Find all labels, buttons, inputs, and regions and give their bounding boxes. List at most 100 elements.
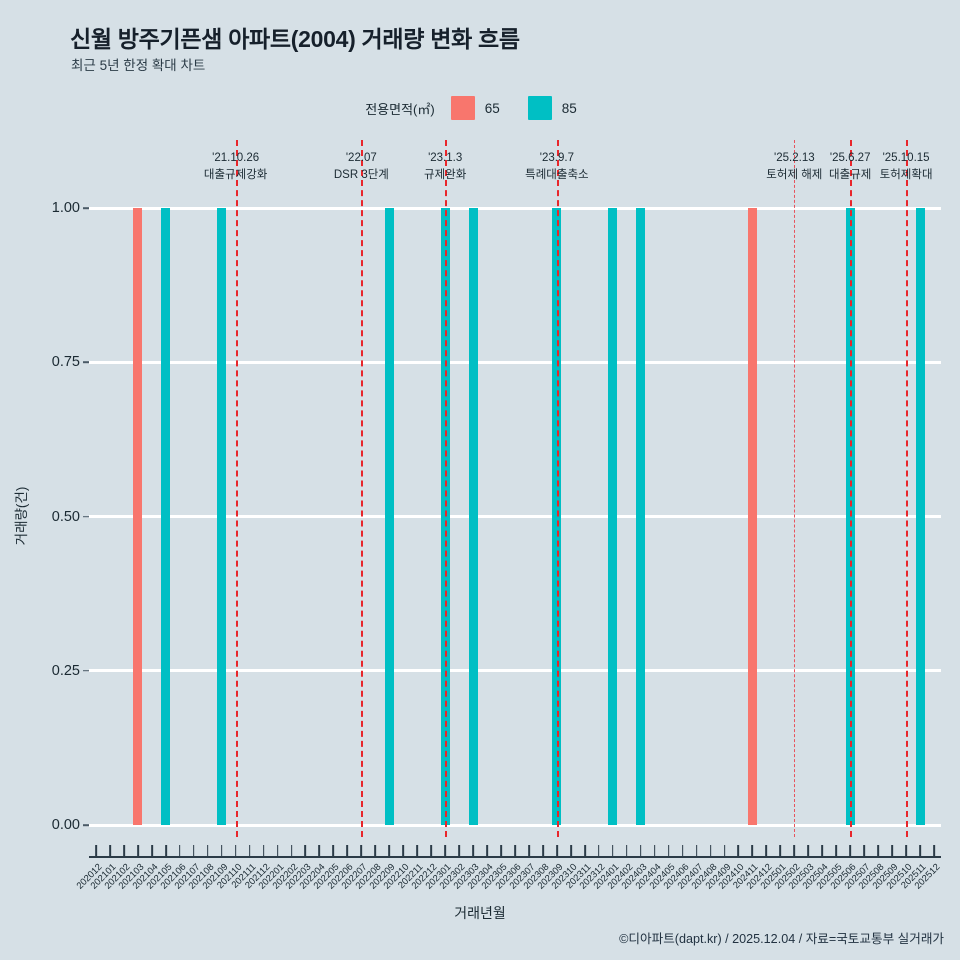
x-axis-tick-mark xyxy=(472,845,474,856)
page-subtitle: 최근 5년 한정 확대 차트 xyxy=(71,58,206,73)
event-text: 대출규제 xyxy=(829,168,872,181)
x-axis-tick-mark xyxy=(276,845,279,856)
event-label-202207: '22.07 DSR 3단계 xyxy=(334,150,389,183)
y-axis-tick-label: 1.00 xyxy=(51,200,80,216)
x-axis-tick-mark xyxy=(835,845,838,856)
y-axis-title: 거래량(건) xyxy=(14,486,29,546)
x-axis-tick-mark xyxy=(793,845,796,856)
x-axis-tick-mark xyxy=(849,845,852,856)
legend-swatch-65 xyxy=(450,96,475,120)
event-date: '22.07 xyxy=(345,152,377,164)
x-axis-tick-mark xyxy=(95,845,97,856)
x-axis-tick-mark xyxy=(430,845,433,856)
x-axis-tick-mark xyxy=(374,845,377,856)
y-axis-tick-mark xyxy=(83,824,89,826)
event-date: '25.2.13 xyxy=(774,152,815,164)
event-label-202506: '25.6.27 대출규제 xyxy=(829,150,871,183)
x-axis-tick-mark xyxy=(486,845,488,856)
bar-202403-85 xyxy=(636,208,646,825)
bar-202401-85 xyxy=(608,208,618,825)
legend-label-65: 65 xyxy=(484,100,500,116)
x-axis-tick-mark xyxy=(262,845,265,856)
event-line-202502 xyxy=(794,140,796,837)
x-axis-tick-mark xyxy=(164,845,167,856)
x-axis-tick-mark xyxy=(206,845,209,856)
y-axis-tick-label: 0.25 xyxy=(51,662,80,679)
x-axis-tick-mark xyxy=(751,845,754,856)
x-axis-tick-mark xyxy=(402,845,405,856)
x-axis-tick-mark xyxy=(807,845,810,856)
x-axis-tick-mark xyxy=(151,845,153,856)
x-axis-tick-mark xyxy=(723,845,726,856)
x-axis-tick-mark xyxy=(514,845,516,856)
event-line-202309 xyxy=(556,140,559,837)
x-axis-tick-mark xyxy=(681,845,684,856)
x-axis-tick-mark xyxy=(542,845,544,856)
bar-202411-65 xyxy=(747,208,757,825)
x-axis-tick-mark xyxy=(178,845,181,856)
y-gridline xyxy=(89,515,941,518)
event-text: 토허제 해제 xyxy=(766,168,823,181)
y-gridline xyxy=(89,669,941,673)
x-axis-tick-mark xyxy=(234,845,237,856)
x-axis-tick-mark xyxy=(779,845,782,856)
legend-title: 전용면적(㎡) xyxy=(365,101,435,117)
x-axis-tick-mark xyxy=(346,845,349,856)
event-text: 토허제확대 xyxy=(879,168,933,181)
x-axis-tick-mark xyxy=(332,845,335,856)
x-axis-tick-mark xyxy=(528,845,530,856)
x-axis-tick-mark xyxy=(444,845,446,856)
x-axis-tick-mark xyxy=(192,845,195,856)
bar-202105-85 xyxy=(161,208,171,825)
event-line-202207 xyxy=(361,140,364,837)
x-axis-tick-mark xyxy=(360,845,363,856)
x-axis-tick-mark xyxy=(625,845,628,856)
x-axis-tick-mark xyxy=(570,845,572,856)
event-label-202510: '25.10.15 토허제확대 xyxy=(880,150,933,183)
x-axis-tick-mark xyxy=(556,845,558,856)
x-axis-tick-mark xyxy=(416,845,419,856)
bar-202303-85 xyxy=(468,208,478,825)
x-axis-tick-mark xyxy=(304,845,307,856)
event-date: '21.10.26 xyxy=(212,152,260,164)
event-date: '25.10.15 xyxy=(882,152,930,164)
y-axis-tick-label: 0.00 xyxy=(51,817,80,833)
legend-swatch-85 xyxy=(527,96,552,120)
x-axis-tick-mark xyxy=(458,845,460,856)
x-axis-tick-mark xyxy=(137,845,139,856)
plot-area: 0.00 0.25 0.50 0.75 1.00 xyxy=(52,140,941,837)
y-axis-tick-mark xyxy=(83,361,89,364)
x-axis-tick-mark xyxy=(667,845,670,856)
x-axis-tick-mark xyxy=(123,845,125,856)
legend-label-85: 85 xyxy=(561,100,577,116)
event-date: '23.9.7 xyxy=(539,152,574,164)
x-axis-tick-mark xyxy=(248,845,251,856)
bar-202511-85 xyxy=(915,208,925,825)
x-axis-line xyxy=(89,856,941,858)
x-axis-tick-mark xyxy=(905,845,907,856)
event-text: 대출규제강화 xyxy=(203,168,268,181)
x-axis-tick-mark xyxy=(737,845,740,856)
event-label-202110: '21.10.26 대출규제강화 xyxy=(204,150,267,183)
chart-legend: 전용면적(㎡) 65 85 xyxy=(0,96,960,120)
x-axis-tick-mark xyxy=(919,845,921,856)
event-text: 규제완화 xyxy=(423,168,467,181)
bar-202209-85 xyxy=(384,208,394,825)
x-axis-tick-mark xyxy=(220,845,223,856)
event-label-202502: '25.2.13 토허제 해제 xyxy=(766,150,822,183)
x-axis-tick-mark xyxy=(765,845,768,856)
x-axis-title: 거래년월 xyxy=(454,905,506,921)
x-axis-tick-mark xyxy=(891,845,893,856)
x-axis-tick-mark xyxy=(290,845,293,856)
x-axis-tick-mark xyxy=(597,845,600,856)
event-text: DSR 3단계 xyxy=(333,168,389,181)
x-axis-tick-mark xyxy=(109,845,111,856)
event-line-202510 xyxy=(906,140,909,837)
page-title: 신월 방주기픈샘 아파트(2004) 거래량 변화 흐름 xyxy=(70,26,520,52)
x-axis-tick-mark xyxy=(863,845,866,856)
y-axis-tick-mark xyxy=(83,669,89,672)
x-axis-tick-mark xyxy=(500,845,502,856)
x-axis-tick-mark xyxy=(388,845,391,856)
event-line-202301 xyxy=(445,140,448,837)
